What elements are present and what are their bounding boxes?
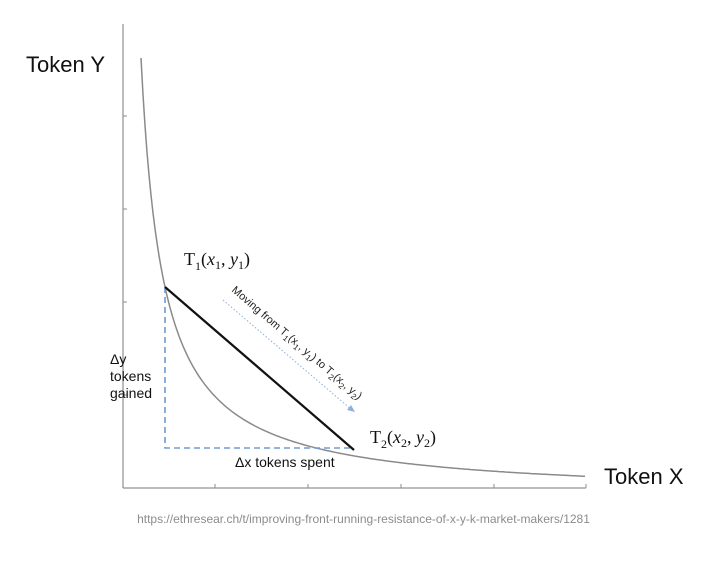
delta-y-label: Δy tokens gained (110, 351, 155, 401)
delta-guides (164, 287, 354, 449)
delta-y-line2: tokens (110, 368, 151, 384)
y-axis-ticks (123, 115, 127, 396)
source-url: https://ethresear.ch/t/improving-front-r… (137, 512, 590, 526)
constant-product-curve (140, 57, 586, 478)
point-t1-label: T1(x1, y1) (184, 249, 250, 273)
trade-chord (164, 286, 355, 451)
delta-y-line3: gained (110, 385, 152, 401)
delta-y-line1: Δy (110, 351, 126, 367)
y-axis-title: Token Y (26, 52, 105, 77)
delta-x-label: Δx tokens spent (235, 454, 335, 470)
move-direction-arrowhead (347, 405, 355, 412)
move-label: Moving from T1(x1, y1) to T2(x2, y2) (228, 284, 364, 404)
x-axis-title: Token X (604, 464, 684, 489)
point-t2-label: T2(x2, y2) (370, 427, 436, 451)
x-axis-ticks (214, 484, 587, 488)
move-direction-line (222, 299, 353, 411)
